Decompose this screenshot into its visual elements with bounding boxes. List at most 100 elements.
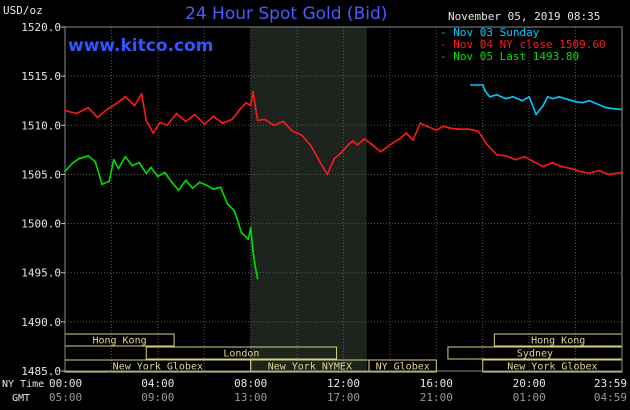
- x-tick-label-ny: 16:00: [420, 377, 453, 390]
- session-box: [145, 346, 338, 360]
- series-point-1: [412, 139, 414, 141]
- series-point-0: [481, 84, 484, 86]
- series-point-1: [523, 155, 526, 158]
- series-point-1: [319, 161, 322, 164]
- series-point-2: [145, 172, 148, 175]
- series-point-0: [535, 113, 537, 116]
- series-point-1: [212, 115, 215, 118]
- series-point-0: [528, 95, 531, 98]
- series-point-1: [370, 143, 373, 145]
- series-point-1: [175, 112, 178, 115]
- series-point-2: [252, 250, 254, 253]
- series-point-0: [604, 106, 607, 109]
- series-point-2: [108, 180, 110, 183]
- series-line-1: [64, 91, 622, 176]
- series-point-1: [467, 128, 470, 131]
- legend-bullet-icon: -: [440, 50, 454, 63]
- series-point-1: [495, 153, 498, 156]
- series-point-1: [351, 140, 354, 142]
- x-tick-label-ny: 04:00: [141, 377, 174, 390]
- series-point-1: [166, 124, 169, 127]
- series-point-1: [486, 144, 489, 146]
- series-point-1: [542, 165, 544, 168]
- series-point-1: [326, 173, 329, 176]
- x-tick-label-gmt: 09:00: [141, 391, 174, 404]
- series-point-2: [87, 154, 90, 157]
- x-tick-label-ny: 00:00: [49, 377, 82, 390]
- x-axis-label-gmt: GMT: [12, 393, 30, 404]
- series-point-1: [231, 118, 234, 121]
- series-point-1: [532, 160, 535, 163]
- session-box: [368, 359, 437, 373]
- series-point-2: [124, 155, 127, 158]
- x-tick-label-gmt: 04:59: [594, 391, 627, 404]
- series-point-1: [145, 119, 148, 122]
- series-point-2: [191, 187, 194, 190]
- series-point-0: [495, 93, 498, 96]
- y-tick-label: 1495.0: [21, 267, 61, 280]
- series-point-1: [221, 122, 224, 125]
- series-point-2: [138, 161, 141, 164]
- series-point-1: [96, 116, 99, 119]
- series-point-1: [363, 138, 366, 140]
- series-point-2: [78, 157, 80, 160]
- session-label: NY Globex: [376, 362, 430, 373]
- series-point-1: [203, 123, 206, 126]
- x-tick-label-ny: 12:00: [327, 377, 360, 390]
- series-point-1: [300, 134, 303, 137]
- series-point-0: [574, 100, 577, 103]
- series-point-0: [620, 108, 623, 111]
- series-point-2: [163, 171, 166, 174]
- y-tick-label: 1490.0: [21, 316, 61, 329]
- y-tick-label: 1515.0: [21, 70, 61, 83]
- y-tick-label: 1520.0: [21, 21, 61, 34]
- series-point-0: [597, 103, 600, 106]
- series-point-1: [347, 144, 349, 146]
- series-point-1: [256, 119, 259, 122]
- legend-item-nov04: - Nov 04 NY close 1509.60: [440, 38, 606, 51]
- chart-title: 24 Hour Spot Gold (Bid): [185, 4, 388, 24]
- chart-legend: - Nov 03 Sunday - Nov 04 NY close 1509.6…: [440, 27, 606, 63]
- series-point-1: [514, 158, 517, 161]
- session-label: New York NYMEX: [268, 362, 352, 373]
- x-tick-label-gmt: 13:00: [234, 391, 267, 404]
- series-point-1: [133, 104, 136, 107]
- series-point-1: [282, 120, 285, 123]
- series-point-1: [398, 138, 401, 140]
- series-point-2: [117, 167, 120, 170]
- series-point-0: [567, 98, 570, 101]
- series-point-2: [94, 160, 97, 163]
- series-point-0: [521, 99, 524, 102]
- series-point-1: [115, 102, 117, 105]
- series-point-0: [546, 95, 549, 98]
- series-point-0: [488, 95, 491, 98]
- series-point-1: [588, 172, 591, 175]
- series-point-2: [101, 183, 103, 186]
- series-point-1: [184, 120, 187, 123]
- series-point-2: [249, 226, 252, 229]
- series-point-0: [551, 97, 554, 100]
- series-point-1: [379, 150, 382, 153]
- shaded-session-band: [250, 27, 367, 371]
- x-tick-label-gmt: 21:00: [420, 391, 453, 404]
- series-point-1: [273, 124, 275, 127]
- series-point-1: [238, 109, 241, 112]
- series-point-1: [579, 170, 582, 173]
- series-point-1: [124, 95, 127, 98]
- x-tick-label-gmt: 01:00: [513, 391, 546, 404]
- series-point-1: [597, 169, 600, 172]
- series-point-2: [240, 231, 243, 234]
- series-point-0: [558, 95, 561, 98]
- series-point-1: [570, 167, 572, 170]
- series-point-1: [442, 125, 445, 128]
- series-point-1: [449, 127, 452, 130]
- y-tick-label: 1505.0: [21, 168, 61, 181]
- series-point-1: [159, 121, 162, 124]
- series-point-1: [105, 108, 108, 111]
- series-line-2: [64, 155, 259, 279]
- kitco-site-link[interactable]: www.kitco.com: [68, 36, 214, 56]
- series-point-2: [226, 203, 229, 205]
- y-tick-label: 1510.0: [21, 119, 61, 132]
- series-point-1: [64, 109, 66, 112]
